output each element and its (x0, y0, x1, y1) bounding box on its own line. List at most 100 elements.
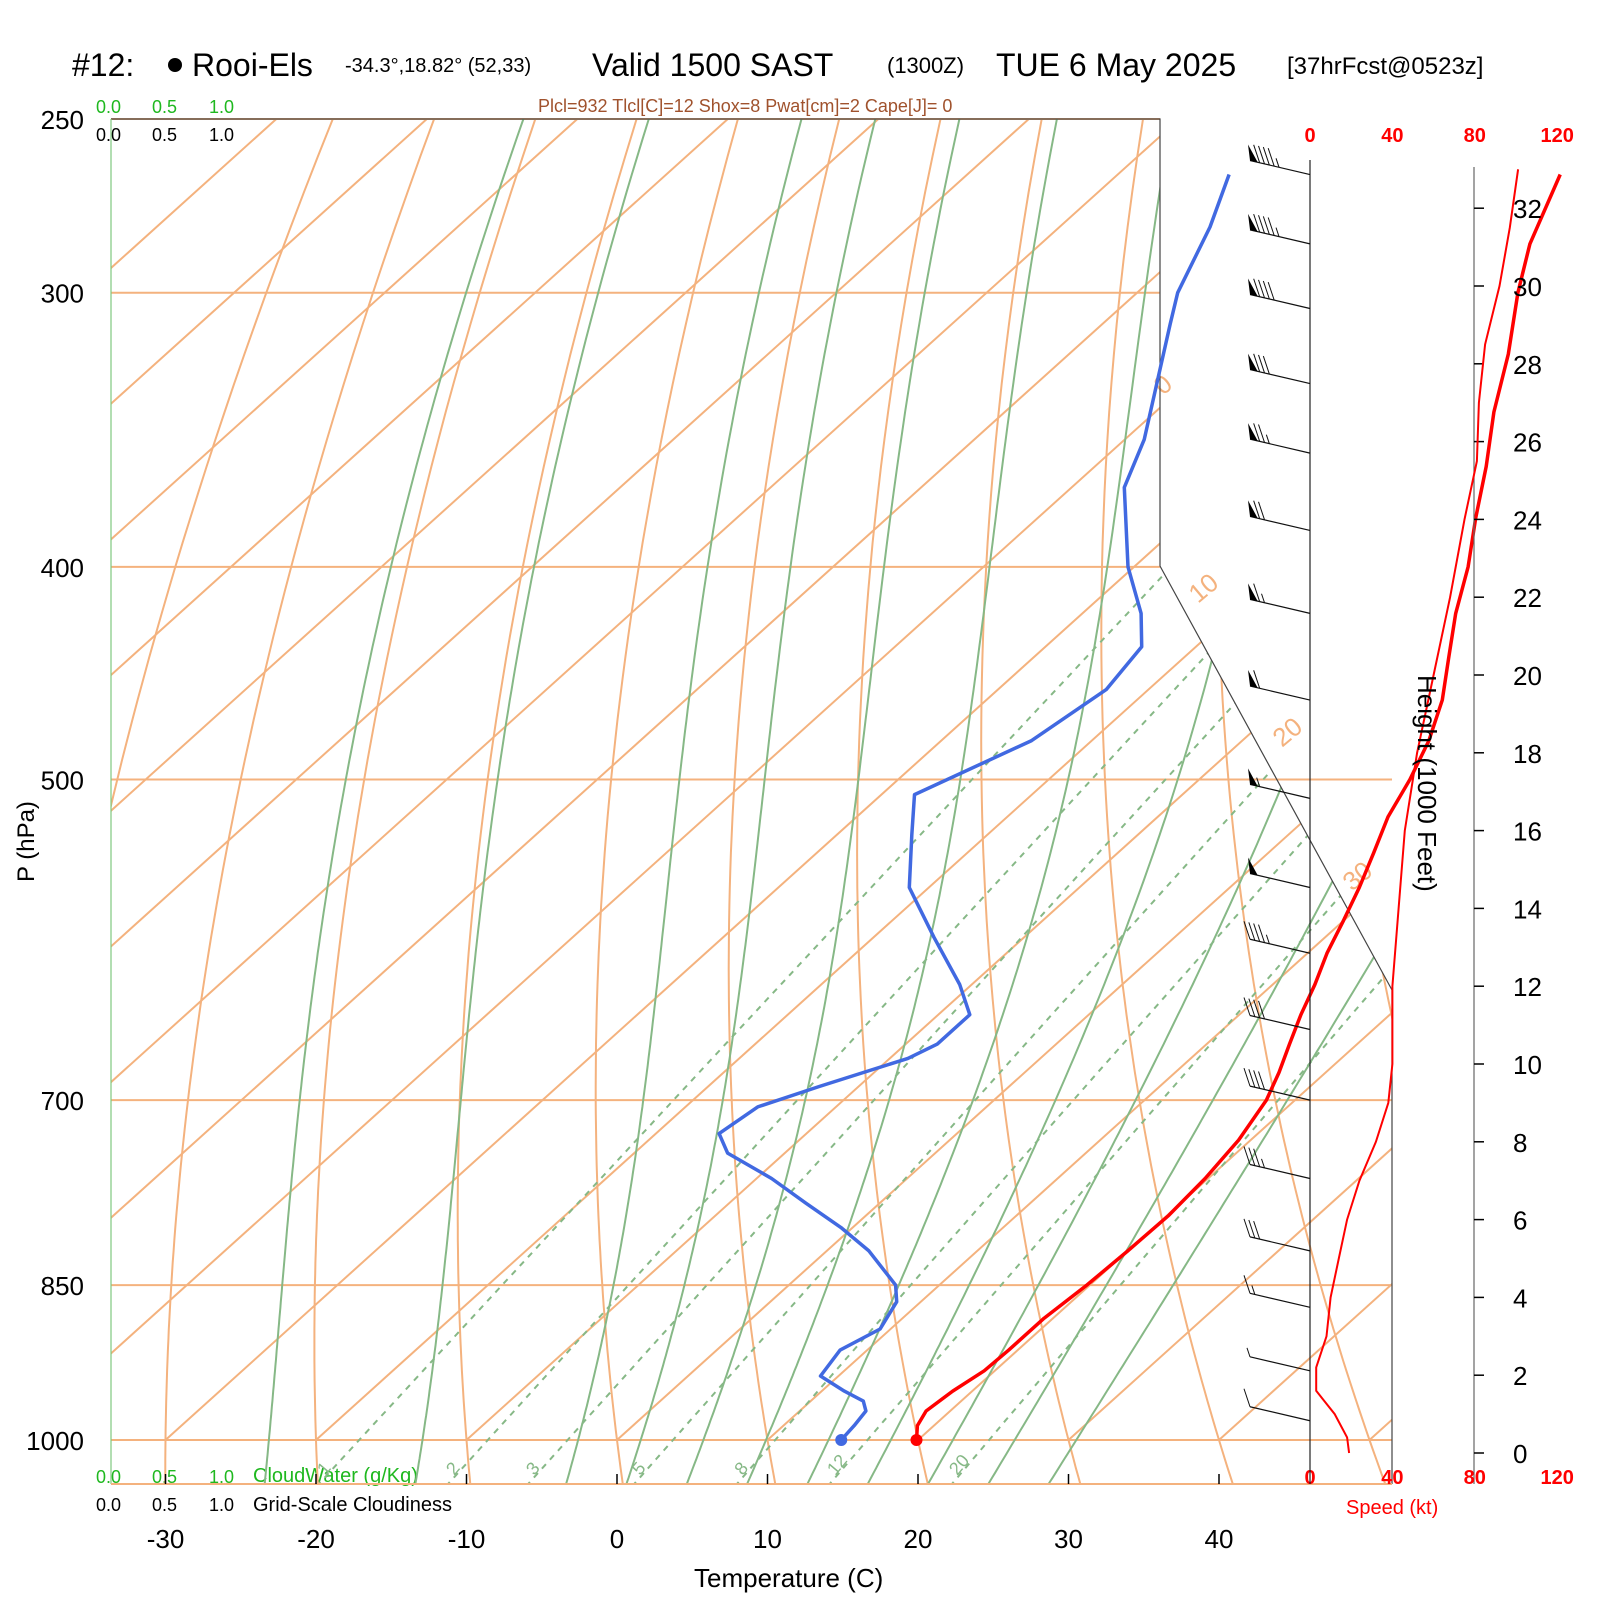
moist-adiabat-line (684, 119, 961, 1484)
dry-adiabat-line (1546, 119, 1600, 1487)
barb-flag (1248, 423, 1258, 441)
barb-feather (1262, 280, 1270, 300)
barb-feather (1258, 424, 1265, 443)
barb-flag (1248, 670, 1258, 688)
height-tick-label: 16 (1513, 817, 1542, 847)
isotherm-line (111, 119, 1180, 1441)
dry-adiabat-label: 20 (1267, 711, 1308, 753)
barb-feather (1248, 1219, 1256, 1239)
wind-barb-icon (1248, 500, 1311, 532)
height-tick-label: 20 (1513, 661, 1542, 691)
height-tick-label: 32 (1513, 194, 1542, 224)
moist-adiabat-line (925, 119, 1392, 1484)
mixing-ratio-line (525, 566, 1361, 1484)
barb-feather (1253, 923, 1261, 942)
y-axis-title: P (hPa) (13, 801, 40, 882)
mixing-ratio-label: 3 (522, 1458, 544, 1479)
cloud-green-2: 1.0 (209, 97, 234, 117)
wind-barb-icon (1243, 997, 1311, 1031)
barb-flag (1248, 144, 1258, 163)
valid-utc: (1300Z) (887, 53, 964, 78)
wind-barb-icon (1248, 353, 1311, 385)
barb-feather (1248, 1147, 1256, 1166)
pressure-tick-label: 250 (41, 105, 84, 135)
barb-feather (1253, 423, 1261, 442)
moist-adiabat-line (413, 119, 650, 1484)
height-tick-label: 2 (1513, 1361, 1527, 1391)
surface-temperature-dot (910, 1434, 923, 1446)
barb-feather (1267, 148, 1275, 167)
cloud-green-2-b: 1.0 (209, 1467, 234, 1487)
barb-feather (1258, 354, 1265, 374)
height-tick-label: 12 (1513, 972, 1542, 1002)
wind-barb-icon (1248, 144, 1311, 176)
barb-feather (1258, 215, 1265, 234)
moist-adiabat-line (263, 119, 525, 1484)
temperature-tick-label: 0 (610, 1524, 624, 1554)
barb-half-feather (1261, 593, 1265, 603)
plot-border (111, 118, 1393, 1484)
barb-staff (1249, 159, 1311, 176)
wind-barb-icon (1243, 1388, 1311, 1422)
barb-feather (1253, 670, 1261, 689)
barb-feather (1248, 922, 1256, 941)
isotherm-line (111, 119, 1030, 1441)
height-tick-label: 14 (1513, 894, 1542, 924)
barb-feather (1248, 998, 1256, 1017)
cloud-black-0: 0.0 (96, 125, 121, 145)
dry-adiabat-line (1440, 119, 1600, 1487)
mixing-ratio-label: 5 (628, 1458, 650, 1479)
cloud-scale-top: 0.0 0.5 1.0 0.0 0.5 1.0 (96, 97, 234, 145)
barb-flag (1248, 768, 1258, 787)
barb-feather (1258, 924, 1265, 943)
temperature-tick-label: -20 (297, 1524, 335, 1554)
dry-adiabat-line (727, 119, 841, 1484)
barb-feather (1253, 1220, 1261, 1240)
barb-staff (1249, 1356, 1311, 1372)
barb-staff (1249, 872, 1311, 889)
height-tick-label: 6 (1513, 1206, 1527, 1236)
barb-staff (1249, 438, 1311, 454)
cloud-black-0-b: 0.0 (96, 1495, 121, 1515)
barb-flag (1248, 857, 1258, 876)
barb-staff (1249, 515, 1311, 532)
temperature-tick-label: -30 (147, 1524, 185, 1554)
height-tick-label: 4 (1513, 1283, 1527, 1313)
isotherm-line (465, 119, 1392, 1441)
speed-tick-label-top: 80 (1464, 125, 1486, 147)
background-lines (111, 119, 1600, 1487)
wind-speed-line (1315, 169, 1520, 1454)
barb-staff (1249, 1163, 1311, 1180)
valid-date: TUE 6 May 2025 (996, 47, 1236, 83)
barb-staff (1249, 1236, 1311, 1252)
isotherm-line (111, 119, 879, 1441)
cloud-black-2-b: 1.0 (209, 1495, 234, 1515)
temperature-tick-label: -10 (448, 1524, 486, 1554)
isotherm-line (111, 119, 578, 1441)
barb-staff (1249, 685, 1311, 701)
barb-staff (1249, 1085, 1311, 1101)
barb-feather (1243, 1218, 1251, 1238)
barb-staff (1249, 938, 1311, 954)
wind-barb-icon (1248, 278, 1311, 310)
isotherm-line (315, 119, 1392, 1441)
height-tick-label: 10 (1513, 1050, 1542, 1080)
barb-feather (1253, 278, 1261, 297)
barb-feather (1262, 355, 1270, 375)
barb-feather (1253, 500, 1261, 519)
barb-half-feather (1265, 934, 1270, 944)
isotherm-line (766, 119, 1392, 1441)
barb-staff (1249, 598, 1311, 614)
moist-adiabat-line (865, 119, 1308, 1484)
station-dot-icon (168, 58, 182, 72)
barb-half-feather (1261, 1158, 1265, 1169)
barb-feather (1243, 1067, 1251, 1087)
speed-tick-label-top: 0 (1304, 125, 1315, 147)
barb-feather (1253, 1148, 1261, 1167)
barb-feather (1253, 999, 1261, 1018)
speed-tick-label-bottom: 80 (1464, 1467, 1486, 1489)
barb-half-feather (1275, 227, 1280, 237)
indices-line: Plcl=932 Tlcl[C]=12 Shox=8 Pwat[cm]=2 Ca… (538, 96, 952, 116)
